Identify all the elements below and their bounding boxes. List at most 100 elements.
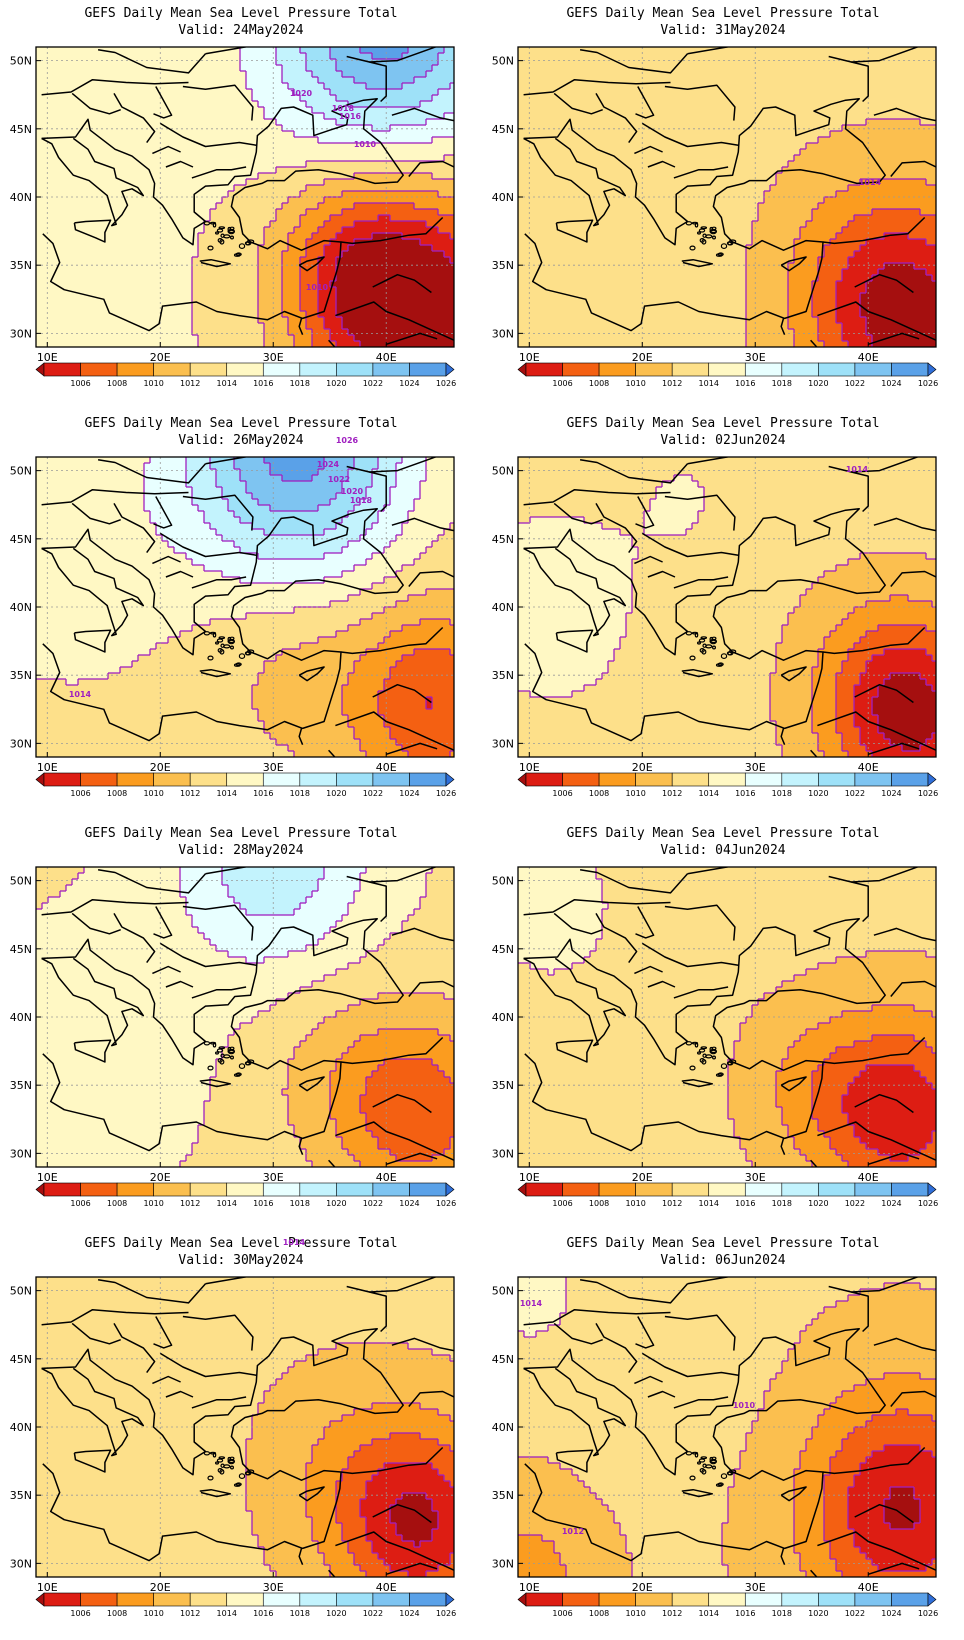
- colorbar-tick-label: 1014: [217, 1199, 237, 1208]
- colorbar-arrow-high: [927, 772, 937, 787]
- lat-label: 35N: [10, 1079, 32, 1092]
- colorbar-swatch: [116, 1182, 154, 1197]
- colorbar-swatch: [781, 1182, 819, 1197]
- coastlines: [523, 1277, 936, 1577]
- colorbar-swatch: [854, 1592, 892, 1607]
- isobar-contours: [245, 1342, 454, 1577]
- colorbar-swatch: [299, 1182, 337, 1197]
- colorbar-swatch: [116, 362, 154, 377]
- colorbar-tick-label: 1026: [436, 1199, 456, 1208]
- colorbar-tick-label: 1008: [107, 1199, 127, 1208]
- map-panel-24may: GEFS Daily Mean Sea Level Pressure Total…: [0, 0, 482, 410]
- colorbar-tick-label: 1012: [662, 1199, 682, 1208]
- colorbar-swatch: [189, 772, 228, 787]
- colorbar-tick-label: 1024: [881, 379, 901, 388]
- colorbar-arrow-low: [35, 362, 45, 377]
- colorbar-tick-label: 1008: [107, 379, 127, 388]
- map-panel-02jun: GEFS Daily Mean Sea Level Pressure Total…: [482, 410, 964, 820]
- lon-label: 20E: [632, 761, 653, 774]
- panel-valid-date: Valid: 28May2024: [0, 842, 482, 859]
- colorbar-swatch: [781, 772, 819, 787]
- colorbar-swatch: [781, 1592, 819, 1607]
- panel-title-text: GEFS Daily Mean Sea Level Pressure Total: [0, 825, 482, 842]
- lon-label: 20E: [632, 1171, 653, 1184]
- colorbar-swatch: [525, 362, 563, 377]
- colorbar-swatch: [891, 1592, 929, 1607]
- colorbar-swatch: [336, 1182, 374, 1197]
- colorbar-swatch: [189, 1182, 228, 1197]
- colorbar-arrow-high: [445, 362, 455, 377]
- colorbar-swatch: [80, 772, 118, 787]
- colorbar-swatch: [299, 772, 337, 787]
- colorbar-swatch: [781, 362, 819, 377]
- lon-label: 30E: [745, 761, 766, 774]
- colorbar-swatch: [226, 1182, 264, 1197]
- colorbar-tick-label: 1006: [552, 789, 572, 798]
- colorbar-tick-label: 1010: [625, 789, 645, 798]
- colorbar-swatch: [854, 772, 892, 787]
- contour-label: 1014: [283, 1238, 306, 1247]
- colorbar-arrow-high: [445, 1592, 455, 1607]
- coastlines: [41, 457, 454, 757]
- colorbar-tick-label: 1008: [107, 1609, 127, 1618]
- colorbar-swatch: [80, 362, 118, 377]
- colorbar-swatch: [562, 1182, 600, 1197]
- colorbar-tick-label: 1014: [699, 379, 719, 388]
- colorbar-swatch: [153, 772, 191, 787]
- colorbar-tick-label: 1020: [326, 789, 346, 798]
- lon-label: 40E: [376, 1581, 397, 1594]
- lat-label: 40N: [492, 191, 514, 204]
- lat-label: 45N: [492, 943, 514, 956]
- panel-title: GEFS Daily Mean Sea Level Pressure Total…: [482, 415, 964, 449]
- lon-label: 20E: [150, 761, 171, 774]
- contour-label: 1010: [733, 1401, 756, 1410]
- lon-label: 40E: [858, 1171, 879, 1184]
- colorbar: 1006 1008 1010 1012 1014 1016 1018 1020 1022 1024…: [517, 772, 938, 798]
- colorbar-tick-label: 1014: [217, 379, 237, 388]
- lon-label: 10E: [519, 351, 540, 364]
- lat-label: 40N: [10, 1421, 32, 1434]
- lat-label: 40N: [492, 1011, 514, 1024]
- colorbar-tick-label: 1016: [735, 789, 755, 798]
- islands: [203, 1041, 235, 1071]
- colorbar-swatch: [635, 362, 673, 377]
- colorbar-swatch: [635, 1182, 673, 1197]
- isobar-contours: [518, 867, 936, 1167]
- colorbar-swatch: [598, 1592, 636, 1607]
- colorbar-tick-label: 1016: [253, 379, 273, 388]
- colorbar-swatch: [43, 1182, 81, 1197]
- colorbar-tick-label: 1026: [918, 1199, 938, 1208]
- colorbar-swatch: [262, 362, 301, 377]
- contour-label: 1020: [290, 89, 313, 98]
- colorbar-arrow-high: [445, 1182, 455, 1197]
- colorbar-tick-label: 1010: [143, 1199, 163, 1208]
- isobar-contours: [191, 47, 454, 347]
- coastlines: [523, 867, 936, 1167]
- lat-label: 35N: [492, 1489, 514, 1502]
- colorbar-swatch: [189, 362, 228, 377]
- colorbar-tick-label: 1012: [662, 789, 682, 798]
- colorbar-swatch: [525, 772, 563, 787]
- colorbar-swatch: [372, 1592, 410, 1607]
- colorbar-tick-label: 1012: [180, 1199, 200, 1208]
- lat-label: 50N: [492, 465, 514, 478]
- colorbar-tick-label: 1024: [399, 1609, 419, 1618]
- colorbar-swatch: [525, 1592, 563, 1607]
- lon-label: 20E: [150, 1171, 171, 1184]
- colorbar-swatch: [891, 1182, 929, 1197]
- colorbar-tick-label: 1018: [772, 789, 792, 798]
- colorbar-swatch: [818, 362, 856, 377]
- colorbar-swatch: [891, 772, 929, 787]
- colorbar-swatch: [708, 772, 746, 787]
- lat-label: 40N: [492, 1421, 514, 1434]
- coastlines: [523, 47, 936, 347]
- panel-title: GEFS Daily Mean Sea Level Pressure Total…: [0, 1235, 482, 1269]
- lat-label: 50N: [10, 465, 32, 478]
- map-panel-28may: GEFS Daily Mean Sea Level Pressure Total…: [0, 820, 482, 1230]
- lon-label: 30E: [745, 1581, 766, 1594]
- colorbar-swatch: [153, 1592, 191, 1607]
- panel-title-text: GEFS Daily Mean Sea Level Pressure Total: [0, 1235, 482, 1252]
- colorbar-tick-label: 1018: [772, 1609, 792, 1618]
